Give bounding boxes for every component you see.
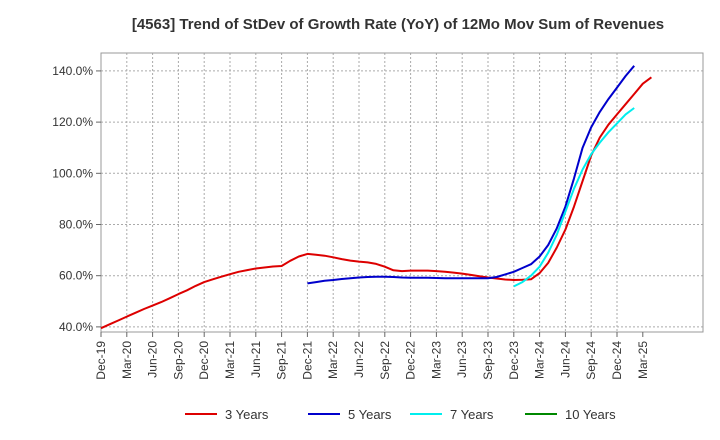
x-tick-label: Dec-23 (507, 341, 521, 380)
series-line-5-years (307, 65, 635, 285)
legend-label: 10 Years (565, 407, 616, 422)
legend-label: 7 Years (450, 407, 494, 422)
x-tick-label: Mar-21 (223, 341, 237, 379)
plot-frame (100, 52, 704, 333)
x-tick-label: Jun-22 (352, 341, 366, 378)
y-axis: 40.0% 60.0% 80.0% 100.0% 120.0% 140.0% (52, 64, 101, 334)
x-tick-label: Sep-24 (584, 341, 598, 380)
x-tick-label: Dec-20 (197, 341, 211, 380)
y-tick-label: 60.0% (59, 269, 93, 283)
y-tick-label: 120.0% (52, 115, 93, 129)
x-tick-label: Dec-21 (300, 341, 314, 380)
x-axis: Dec-19 Mar-20 Jun-20 Sep-20 Dec-20 Mar-21 Jun-… (94, 332, 650, 380)
x-tick-label: Mar-20 (120, 341, 134, 379)
x-tick-label: Mar-23 (429, 341, 443, 379)
y-tick-label: 80.0% (59, 217, 93, 231)
x-tick-label: Sep-20 (171, 341, 185, 380)
chart-title: [4563] Trend of StDev of Growth Rate (Yo… (132, 16, 664, 33)
x-tick-label: Dec-19 (94, 341, 108, 380)
series-line-3-years (100, 76, 652, 330)
x-tick-label: Dec-22 (404, 341, 418, 380)
series-line-7-years (513, 107, 635, 288)
x-tick-label: Sep-23 (481, 341, 495, 380)
legend: 3 Years 5 Years 7 Years 10 Years (185, 407, 616, 422)
x-tick-label: Sep-22 (378, 341, 392, 380)
y-tick-label: 140.0% (52, 64, 93, 78)
legend-label: 3 Years (225, 407, 269, 422)
x-tick-label: Jun-21 (249, 341, 263, 378)
x-tick-label: Mar-24 (533, 341, 547, 379)
x-tick-label: Jun-23 (455, 341, 469, 378)
x-tick-label: Mar-22 (326, 341, 340, 379)
legend-label: 5 Years (348, 407, 392, 422)
x-tick-label: Jun-24 (558, 341, 572, 378)
series-layer (100, 65, 652, 330)
x-tick-label: Mar-25 (636, 341, 650, 379)
x-tick-label: Dec-24 (610, 341, 624, 380)
x-tick-label: Jun-20 (146, 341, 160, 378)
x-tick-label: Sep-21 (275, 341, 289, 380)
y-tick-label: 40.0% (59, 320, 93, 334)
y-tick-label: 100.0% (52, 166, 93, 180)
